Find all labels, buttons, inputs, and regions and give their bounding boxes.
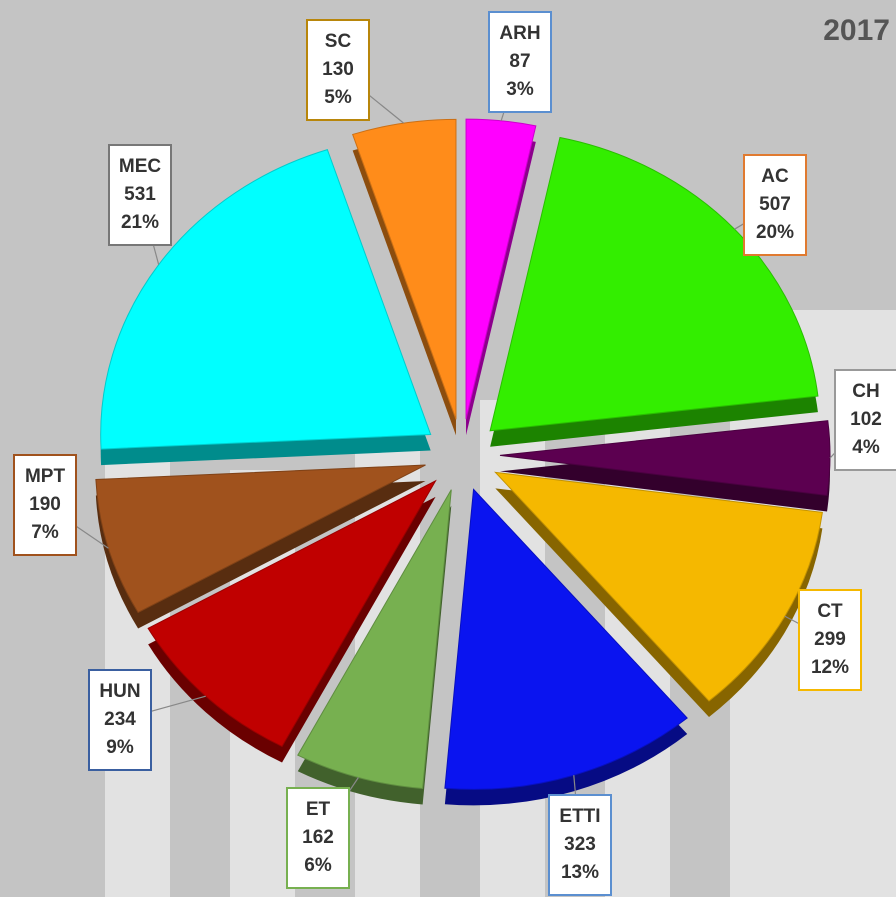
slice <box>499 420 831 497</box>
label-value: 130 <box>322 59 354 80</box>
label-name: SC <box>325 31 352 52</box>
label-value: 102 <box>850 409 882 430</box>
label-percent: 7% <box>31 522 59 543</box>
label-name: AC <box>761 166 789 187</box>
label-box <box>286 787 350 889</box>
label-percent: 20% <box>756 222 794 243</box>
label-percent: 5% <box>324 87 352 108</box>
label-box <box>548 794 612 896</box>
label-value: 531 <box>124 184 156 205</box>
label-percent: 12% <box>811 657 849 678</box>
label-value: 507 <box>759 194 791 215</box>
label-box <box>834 369 896 471</box>
label-box <box>743 154 807 256</box>
slice <box>489 136 819 432</box>
label-value: 323 <box>564 834 596 855</box>
label-box <box>88 669 152 771</box>
label-box <box>108 144 172 246</box>
chart-title: 2017 <box>823 14 890 47</box>
slice <box>352 118 457 420</box>
label-box <box>798 589 862 691</box>
label-percent: 6% <box>304 855 332 876</box>
label-percent: 4% <box>852 437 880 458</box>
label-value: 299 <box>814 629 846 650</box>
label-value: 87 <box>509 51 530 72</box>
label-box <box>13 454 77 556</box>
slice <box>297 489 452 790</box>
slice <box>465 118 537 420</box>
slice <box>444 488 688 790</box>
label-name: CH <box>852 381 879 402</box>
label-percent: 21% <box>121 212 159 233</box>
label-value: 234 <box>104 709 136 730</box>
label-name: MPT <box>25 466 66 487</box>
slice <box>100 149 432 450</box>
label-name: CT <box>817 601 843 622</box>
label-name: ARH <box>499 23 540 44</box>
label-value: 190 <box>29 494 61 515</box>
label-percent: 3% <box>506 79 534 100</box>
label-value: 162 <box>302 827 334 848</box>
label-name: HUN <box>99 681 140 702</box>
label-percent: 9% <box>106 737 134 758</box>
label-name: ET <box>306 799 331 820</box>
label-box <box>488 11 552 113</box>
label-box <box>306 19 370 121</box>
slice <box>95 464 426 614</box>
label-name: ETTI <box>559 806 600 827</box>
slice <box>147 479 437 748</box>
label-name: MEC <box>119 156 162 177</box>
label-percent: 13% <box>561 862 599 883</box>
